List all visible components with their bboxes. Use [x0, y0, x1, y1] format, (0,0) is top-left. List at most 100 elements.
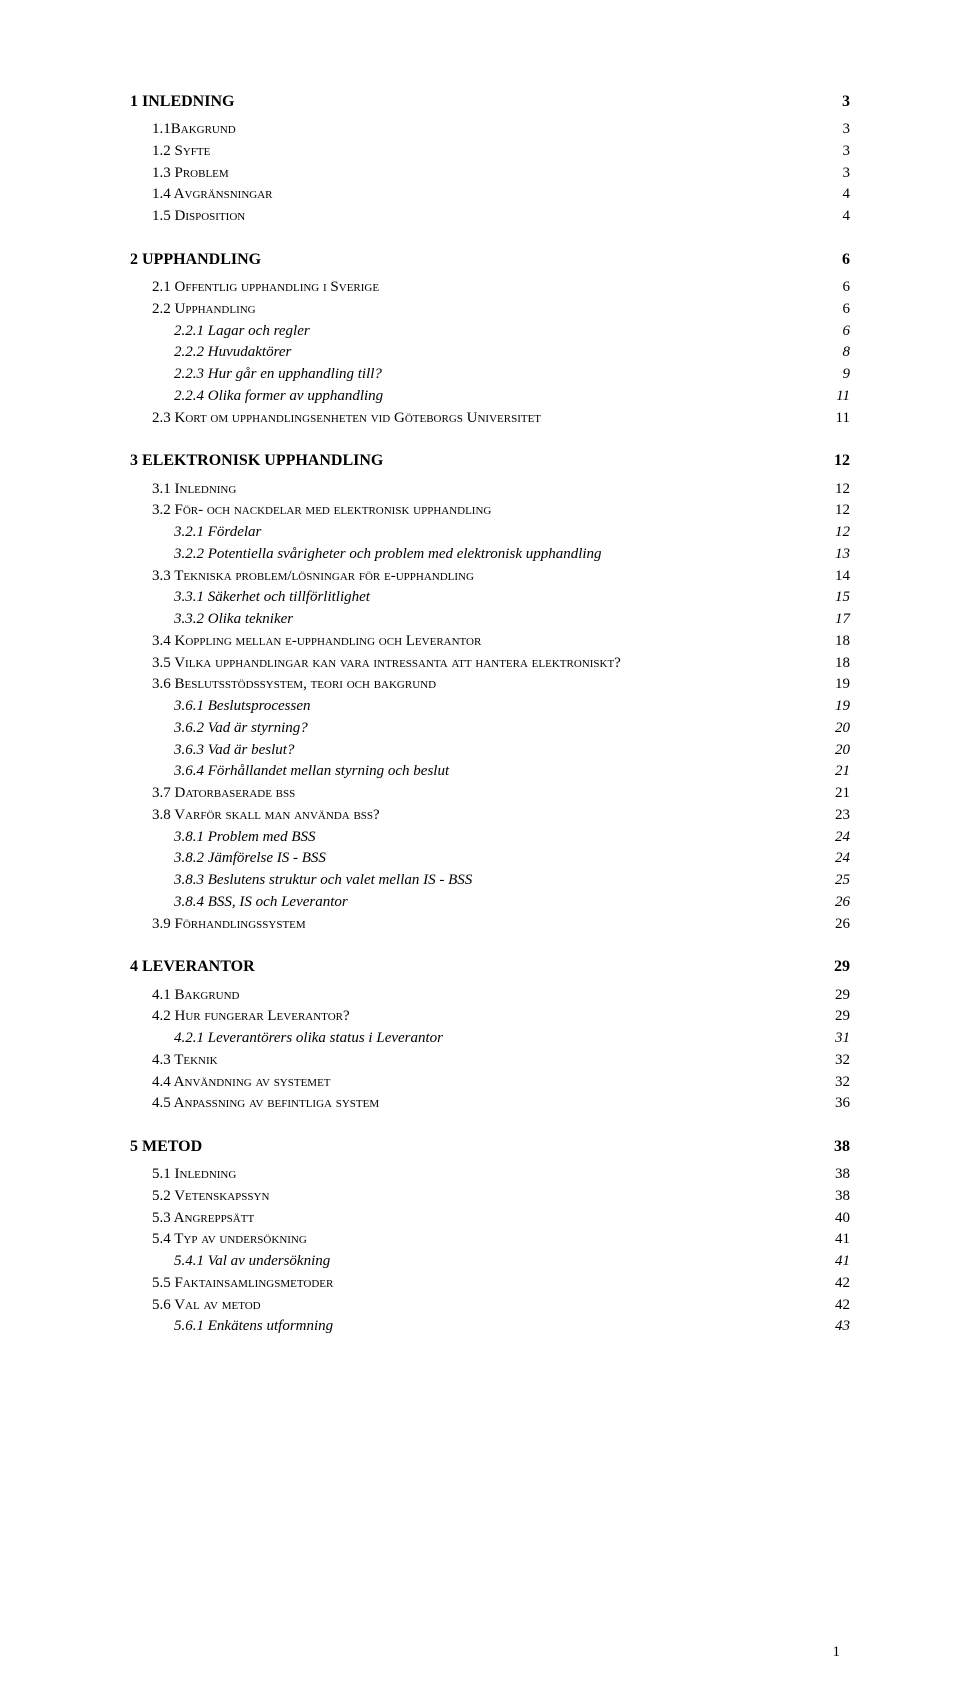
toc-entry: 5.4 Typ av undersökning 41: [130, 1229, 850, 1251]
toc-entry-label: 5.6.1 Enkätens utformning: [174, 1316, 333, 1338]
toc-entry-label: 5.4 Typ av undersökning: [152, 1229, 307, 1251]
toc-entry-page: 21: [835, 761, 850, 783]
toc-entry-page: 9: [843, 364, 851, 386]
toc-entry: 3.8.2 Jämförelse IS - BSS 24: [130, 848, 850, 870]
toc-entry-label: 2.2.2 Huvudaktörer: [174, 342, 291, 364]
toc-entry-page: 6: [843, 299, 851, 321]
toc-entry: 1.3 Problem 3: [130, 163, 850, 185]
toc-entry-page: 32: [835, 1050, 850, 1072]
toc-entry-page: 21: [835, 783, 850, 805]
toc-entry-label: 3.3 Tekniska problem/lösningar för e-upp…: [152, 566, 474, 588]
toc-entry: 1.1Bakgrund 3: [130, 119, 850, 141]
toc-entry-label: 1.5 Disposition: [152, 206, 245, 228]
toc-entry-label: 3.1 Inledning: [152, 479, 236, 501]
toc-entry-page: 42: [835, 1295, 850, 1317]
toc-entry-page: 29: [835, 1006, 850, 1028]
toc-entry-label: 2.3 Kort om upphandlingsenheten vid Göte…: [152, 408, 541, 430]
toc-entry-page: 6: [843, 277, 851, 299]
toc-entry: 5 METOD 38: [130, 1135, 850, 1158]
toc-entry-label: 3 ELEKTRONISK UPPHANDLING: [130, 449, 383, 472]
toc-entry-page: 31: [835, 1028, 850, 1050]
toc-entry-page: 42: [835, 1273, 850, 1295]
toc-entry-label: 4.3 Teknik: [152, 1050, 218, 1072]
toc-entry-page: 6: [842, 248, 850, 271]
toc-entry-page: 23: [835, 805, 850, 827]
toc-entry-label: 3.2.1 Fördelar: [174, 522, 261, 544]
toc-entry-page: 43: [835, 1316, 850, 1338]
toc-entry-label: 5.4.1 Val av undersökning: [174, 1251, 330, 1273]
toc-entry-label: 5.5 Faktainsamlingsmetoder: [152, 1273, 333, 1295]
toc-entry-page: 24: [835, 848, 850, 870]
toc-entry-page: 13: [835, 544, 850, 566]
toc-entry-page: 17: [835, 609, 850, 631]
toc-entry: 1.2 Syfte 3: [130, 141, 850, 163]
toc-entry-label: 1 INLEDNING: [130, 90, 234, 113]
toc-entry-page: 29: [834, 955, 850, 978]
toc-entry-page: 6: [843, 321, 851, 343]
toc-entry: 3.3.2 Olika tekniker 17: [130, 609, 850, 631]
toc-entry-label: 2 UPPHANDLING: [130, 248, 261, 271]
toc-entry: 3.6 Beslutsstödssystem, teori och bakgru…: [130, 674, 850, 696]
toc-entry-page: 19: [835, 696, 850, 718]
toc-entry-label: 4.5 Anpassning av befintliga system: [152, 1093, 379, 1115]
toc-entry-page: 24: [835, 827, 850, 849]
toc-entry: 3.6.3 Vad är beslut? 20: [130, 740, 850, 762]
toc-entry: 4.4 Användning av systemet 32: [130, 1072, 850, 1094]
toc-entry-page: 11: [836, 408, 850, 430]
toc-entry: 2.2.4 Olika former av upphandling 11: [130, 386, 850, 408]
toc-entry: 3.3.1 Säkerhet och tillförlitlighet 15: [130, 587, 850, 609]
table-of-contents: 1 INLEDNING 31.1Bakgrund 31.2 Syfte 31.3…: [130, 90, 850, 1338]
toc-entry: 3.8.4 BSS, IS och Leverantor 26: [130, 892, 850, 914]
toc-entry-label: 3.6.2 Vad är styrning?: [174, 718, 308, 740]
toc-entry: 4.2.1 Leverantörers olika status i Lever…: [130, 1028, 850, 1050]
toc-entry: 2.3 Kort om upphandlingsenheten vid Göte…: [130, 408, 850, 430]
toc-entry-page: 8: [843, 342, 851, 364]
toc-entry-label: 2.2.3 Hur går en upphandling till?: [174, 364, 382, 386]
toc-entry-page: 12: [835, 500, 850, 522]
toc-entry-label: 3.8.1 Problem med BSS: [174, 827, 316, 849]
toc-entry-label: 2.2.1 Lagar och regler: [174, 321, 310, 343]
toc-entry-label: 5.3 Angreppsätt: [152, 1208, 254, 1230]
toc-entry-label: 3.8.2 Jämförelse IS - BSS: [174, 848, 326, 870]
toc-entry: 4.3 Teknik 32: [130, 1050, 850, 1072]
toc-entry-label: 3.8.3 Beslutens struktur och valet mella…: [174, 870, 472, 892]
toc-entry-label: 3.3.1 Säkerhet och tillförlitlighet: [174, 587, 370, 609]
toc-entry-page: 3: [843, 119, 851, 141]
toc-entry-page: 3: [843, 141, 851, 163]
toc-entry: 5.2 Vetenskapssyn 38: [130, 1186, 850, 1208]
toc-entry-label: 3.2 För- och nackdelar med elektronisk u…: [152, 500, 491, 522]
toc-entry: 1 INLEDNING 3: [130, 90, 850, 113]
toc-entry-page: 11: [836, 386, 850, 408]
toc-entry: 3.8.3 Beslutens struktur och valet mella…: [130, 870, 850, 892]
toc-entry-label: 3.6.4 Förhållandet mellan styrning och b…: [174, 761, 449, 783]
toc-entry: 3.8.1 Problem med BSS 24: [130, 827, 850, 849]
toc-entry-page: 12: [834, 449, 850, 472]
toc-entry-page: 38: [834, 1135, 850, 1158]
toc-entry: 5.6 Val av metod 42: [130, 1295, 850, 1317]
toc-entry-page: 36: [835, 1093, 850, 1115]
toc-entry-page: 25: [835, 870, 850, 892]
toc-entry-page: 4: [843, 206, 851, 228]
toc-entry-label: 1.2 Syfte: [152, 141, 210, 163]
toc-entry-page: 40: [835, 1208, 850, 1230]
toc-entry-label: 5.2 Vetenskapssyn: [152, 1186, 269, 1208]
toc-entry-page: 41: [835, 1229, 850, 1251]
toc-entry: 3.8 Varför skall man använda bss? 23: [130, 805, 850, 827]
page-number: 1: [833, 1644, 841, 1661]
toc-entry-label: 5.6 Val av metod: [152, 1295, 261, 1317]
toc-entry: 3.2.1 Fördelar 12: [130, 522, 850, 544]
toc-entry: 2.2.2 Huvudaktörer 8: [130, 342, 850, 364]
toc-entry-page: 14: [835, 566, 850, 588]
toc-entry-page: 20: [835, 740, 850, 762]
toc-entry-label: 3.8.4 BSS, IS och Leverantor: [174, 892, 348, 914]
toc-entry-page: 4: [843, 184, 851, 206]
toc-entry: 3.7 Datorbaserade bss 21: [130, 783, 850, 805]
toc-entry-label: 3.7 Datorbaserade bss: [152, 783, 295, 805]
toc-entry: 1.5 Disposition 4: [130, 206, 850, 228]
toc-entry: 2 UPPHANDLING 6: [130, 248, 850, 271]
toc-entry-label: 1.4 Avgränsningar: [152, 184, 273, 206]
toc-entry-label: 3.6.3 Vad är beslut?: [174, 740, 294, 762]
toc-entry-label: 3.6 Beslutsstödssystem, teori och bakgru…: [152, 674, 436, 696]
toc-entry-label: 4.2 Hur fungerar Leverantor?: [152, 1006, 350, 1028]
toc-entry: 1.4 Avgränsningar 4: [130, 184, 850, 206]
